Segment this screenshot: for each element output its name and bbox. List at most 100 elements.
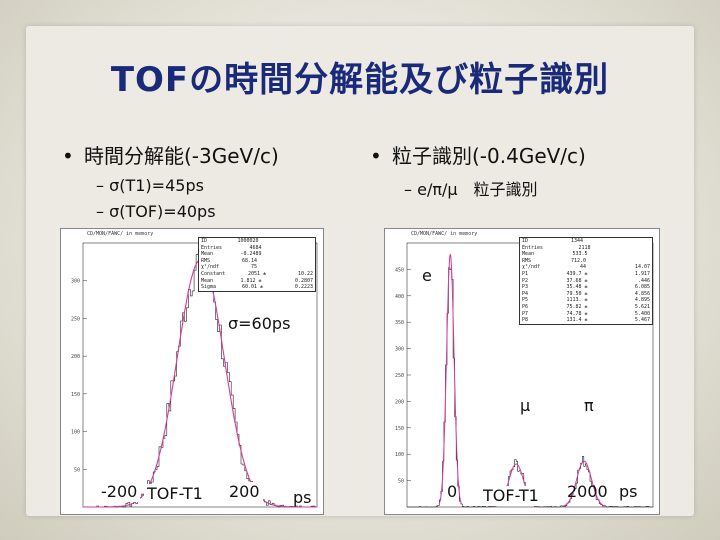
right-xlabel-min: 0 [447,482,458,501]
left-sub-1-text: σ(T1)=45ps [109,176,204,195]
left-stats-key: Mean [201,251,214,258]
right-stats-error [626,251,650,258]
left-stats-error: 0.2807 [294,277,313,284]
right-stats-error [626,245,650,252]
right-stats-key: P7 [522,310,529,317]
right-stats-key: RMS [522,257,532,264]
right-stats-value: 1113. ± [566,297,588,304]
left-stats-key: Constant [201,270,226,277]
right-stats-error: 5.467 [634,317,650,324]
right-sub: – e/π/μ 粒子識別 [404,180,538,199]
bullet-dot-icon: • [62,144,74,168]
left-stats-row: Mean -0.2489 [199,251,315,258]
right-stats-value: 439.7 ± [566,270,588,277]
right-sub-text: e/π/μ 粒子識別 [417,180,538,199]
right-stats-error: 6.085 [634,284,650,291]
left-stats-key: Entries [201,244,223,251]
left-ytick-label: 300 [71,279,80,285]
left-stats-error [289,258,313,265]
right-stats-row: RMS 712.0 [520,258,652,265]
right-stats-key: P8 [522,317,529,324]
left-stats-key: χ²/ndf [201,264,220,271]
right-stats-row: Entries 2118 [520,245,652,252]
left-sub-1: – σ(T1)=45ps [96,176,204,195]
left-ytick-label: 200 [71,354,80,360]
right-stats-key: Mean [522,251,535,258]
left-stats-value: -0.2489 [240,251,262,258]
left-xlabel-title: TOF-T1 [144,484,206,504]
right-stats-key: P4 [522,290,529,297]
right-ytick-label: 150 [395,426,404,432]
right-xunit: ps [619,482,638,501]
sigma-annotation: σ=60ps [228,314,291,333]
right-stats-value: 79.50 ± [566,290,588,297]
right-stats-row: P5 1113. ± 4.895 [520,297,652,304]
left-sub-2: – σ(TOF)=40ps [96,202,216,221]
left-stats-row: RMS 68.14 [199,258,315,265]
right-stats-value: 2118 [578,244,591,251]
left-stats-row: ID 1000020 [199,238,315,245]
right-ytick-label: 450 [395,267,404,273]
left-stats-value: 1.812 ± [240,277,262,284]
left-bullet: • 時間分解能(-3GeV/c) [62,140,279,169]
left-xlabel-max: 200 [226,482,263,502]
right-stats-error: 1.917 [634,270,650,277]
right-ytick-label: 250 [395,373,404,379]
right-bullet-text: 粒子識別(-0.4GeV/c) [392,144,586,168]
left-histogram: CD/MON/FAWC/ in memory 300 250 200 150 100 50… [60,228,324,515]
right-ytick-label: 200 [395,399,404,405]
left-stats-error [289,238,313,245]
right-stats-row: P1 439.7 ± 1.917 [520,271,652,278]
left-stats-value: 2051 ± [248,270,267,277]
right-stats-row: ID 1344 [520,238,652,245]
left-stats-value: 68.14 [241,257,258,264]
right-stats-value: 712.0 [570,257,587,264]
left-stats-error: 0.2223 [294,284,313,291]
right-ytick-label: 400 [395,294,404,300]
right-ytick-label: 300 [395,347,404,353]
right-stats-row: P8 131.4 ± 5.467 [520,317,652,324]
left-ytick-label: 250 [71,316,80,322]
right-stats-row: P7 74.78 ± 5.400 [520,311,652,318]
left-stats-row: Mean 1.812 ± 0.2807 [199,278,315,285]
particle-label-pi: π [584,396,594,415]
left-stats-error [289,264,313,271]
right-stats-row: P3 35.48 ± 6.085 [520,284,652,291]
right-stats-value: 131.4 ± [566,317,588,324]
left-xunit: ps [293,488,312,507]
left-stats-row: χ²/ndf 75 [199,264,315,271]
slide-title: TOFの時間分解能及び粒子識別 [110,60,610,100]
right-stats-key: P6 [522,303,529,310]
particle-label-mu: μ [520,396,531,415]
right-stats-value: 1344 [570,238,584,244]
right-ytick-label: 50 [398,479,404,485]
left-stats-error [289,251,313,258]
left-stats-key: Sigma [201,284,217,291]
right-stats-error: 4.895 [634,297,650,304]
right-stats-error: 4.856 [634,290,650,297]
right-stats-row: Mean 533.5 [520,251,652,258]
right-xlabel-max: 2000 [567,482,608,501]
left-stats-row: Constant 2051 ± 10.22 [199,271,315,278]
left-stats-value: 75 [251,264,258,271]
left-bullet-text: 時間分解能(-3GeV/c) [84,144,279,168]
right-stats-error: 14.07 [634,264,650,271]
right-ytick-label: 350 [395,320,404,326]
right-stats-key: P1 [522,270,529,277]
right-stats-error [626,258,650,265]
right-stats-value: 37.68 ± [566,277,588,284]
right-stats-error [626,238,650,245]
left-xlabel-min: -200 [98,482,141,502]
right-bullet: • 粒子識別(-0.4GeV/c) [370,140,586,169]
right-histogram: CD/MON/FAWC/ in memory 450 400 350 300 250 20… [384,228,660,515]
right-stats-error: 5.400 [634,310,650,317]
right-stats-value: 74.78 ± [566,310,588,317]
left-plot-header: CD/MON/FAWC/ in memory [87,231,154,237]
right-stats-value: 35.48 ± [566,284,588,291]
left-stats-row: Entries 4684 [199,245,315,252]
left-stats-box: ID 1000020 Entries 4684 Mean -0.2489 RMS 68.14 χ… [198,237,316,292]
left-stats-value: 4684 [249,244,262,251]
left-stats-value: 1000020 [237,238,259,244]
right-stats-key: χ²/ndf [522,264,541,271]
